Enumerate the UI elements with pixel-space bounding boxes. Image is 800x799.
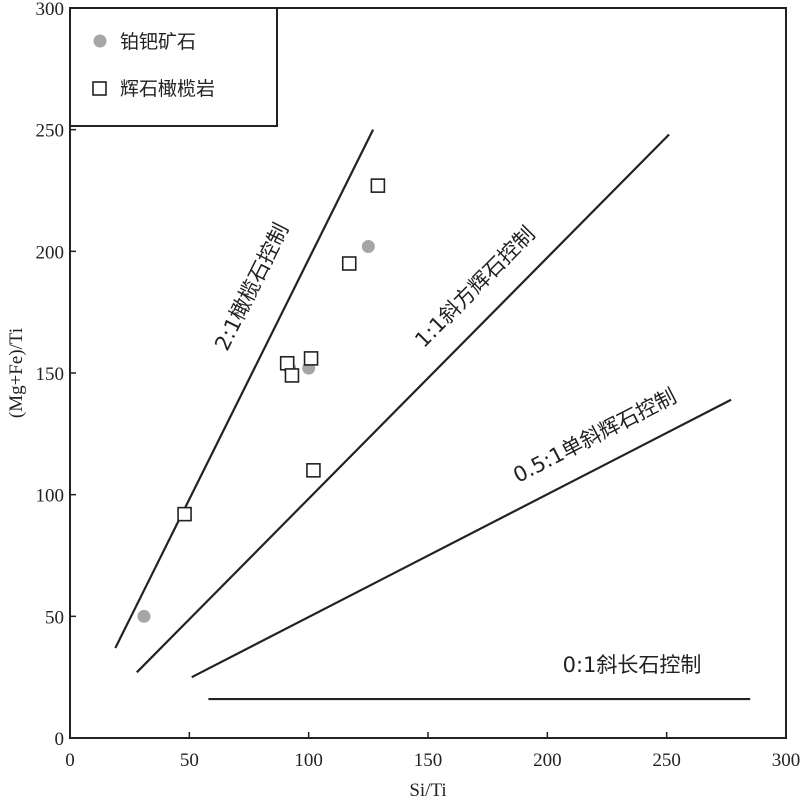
x-tick-label: 300 bbox=[772, 750, 800, 771]
legend-square-marker bbox=[92, 81, 107, 96]
x-tick-label: 0 bbox=[65, 750, 75, 771]
data-point-square bbox=[370, 178, 386, 193]
legend-label-pt-pd-ore: 铂钯矿石 bbox=[120, 31, 196, 53]
x-tick-label: 50 bbox=[180, 750, 199, 771]
legend-box bbox=[69, 7, 278, 127]
x-tick-label: 150 bbox=[414, 750, 443, 771]
data-point-circle bbox=[137, 609, 151, 623]
reference-line bbox=[191, 398, 732, 679]
x-tick-label: 200 bbox=[533, 750, 562, 771]
reference-line-label: 0:1斜长石控制 bbox=[563, 653, 702, 677]
data-points bbox=[137, 178, 386, 623]
x-axis-title: Si/Ti bbox=[409, 780, 446, 799]
reference-line bbox=[136, 133, 670, 674]
data-point-circle bbox=[361, 239, 375, 253]
legend-circle-marker bbox=[93, 34, 107, 48]
y-tick-label: 150 bbox=[36, 364, 65, 385]
axis-ticks: 0 50 100 150 200 250 300 0 50 100 150 200 250 300 bbox=[36, 0, 800, 771]
y-axis-title: (Mg+Fe)/Ti bbox=[6, 328, 27, 418]
reference-line-label: 1:1斜方辉石控制 bbox=[410, 222, 539, 352]
reference-lines: 2:1橄榄石控制 1:1斜方辉石控制 0.5:1单斜辉石控制 0:1斜长石控制 bbox=[114, 129, 751, 701]
data-point-square bbox=[177, 506, 192, 522]
reference-line-label: 2:1橄榄石控制 bbox=[210, 219, 293, 354]
data-point-square bbox=[284, 368, 300, 383]
data-point-square bbox=[279, 355, 295, 371]
y-tick-label: 200 bbox=[36, 242, 65, 263]
legend-label-pyroxene-peridotite: 辉石橄榄岩 bbox=[120, 78, 215, 100]
data-point-square bbox=[306, 463, 321, 478]
y-tick-label: 50 bbox=[45, 607, 64, 628]
data-point-square bbox=[303, 351, 319, 366]
legend: 铂钯矿石 辉石橄榄岩 bbox=[69, 7, 278, 127]
x-tick-label: 100 bbox=[294, 750, 323, 771]
x-tick-label: 250 bbox=[652, 750, 681, 771]
reference-line-label: 0.5:1单斜辉石控制 bbox=[509, 384, 680, 488]
y-tick-label: 300 bbox=[36, 0, 65, 20]
y-tick-label: 250 bbox=[36, 121, 65, 142]
data-point-square bbox=[341, 256, 357, 271]
reference-line bbox=[114, 129, 375, 649]
y-tick-label: 100 bbox=[36, 486, 65, 507]
y-tick-label: 0 bbox=[55, 729, 65, 750]
